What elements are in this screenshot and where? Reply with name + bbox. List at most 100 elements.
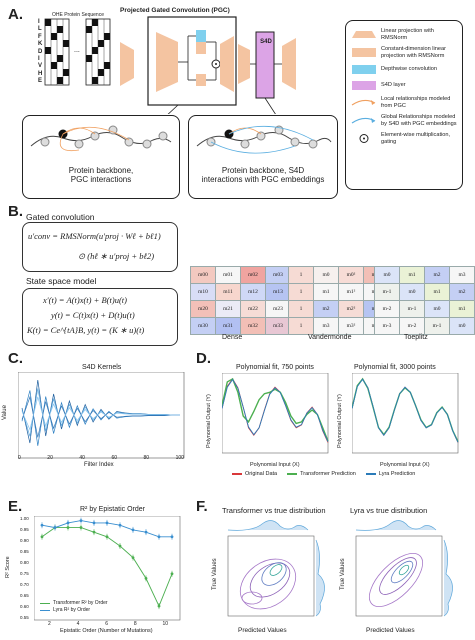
toeplitz-cell: m1 [424,283,450,301]
d-legend: Original Data Transformer Prediction Lyr… [232,471,415,477]
d-legend-transformer: Transformer Prediction [287,471,356,477]
toeplitz-cell: m-2 [399,317,425,335]
orange-arrow-icon [351,99,376,106]
f-lyra-kde [355,520,453,617]
e-ytick: 0.95 [20,527,29,532]
vander-cell: m2 [313,300,339,318]
legend-constant-projection: Constant-dimension linear projection wit… [351,46,457,59]
toeplitz-cell: m0 [449,317,475,335]
seq-2: F [38,33,42,40]
pgc-title: Projected Gated Convolution (PGC) [120,7,230,14]
seq-3: K [38,41,43,48]
e-ytick: 0.75 [20,571,29,576]
kernel-line [21,395,180,438]
vander-cell: 1 [288,317,314,335]
d-legend-original: Original Data [232,471,277,477]
pgc-diagram [120,16,296,114]
ssm-title: State space model [26,276,97,286]
dense-cell: m21 [215,300,241,318]
c-xtick: 80 [143,455,150,461]
c-xtick: 40 [79,455,85,461]
e-ytick: 0.60 [20,604,29,609]
e-ytick: 0.55 [20,615,29,620]
ohe-grid-2 [85,18,111,86]
gated-conv-box: u′conv = RMSNorm(u′proj · Wℓ + bℓ1) ⊙ (h… [22,222,178,272]
dense-cell: m01 [215,266,241,284]
ohe-grid-1 [44,18,70,86]
e-ytick: 0.80 [20,560,29,565]
legend-depthwise: Depthwise convolution [351,64,457,75]
box1-line1: Protein backbone, [68,166,134,175]
vandermonde-label: Vandermonde [308,334,352,341]
dense-cell: m13 [265,283,291,301]
e-yticks: 1.00 0.95 0.90 0.85 0.80 0.75 0.70 0.65 … [20,516,34,620]
ssm-box: x′(t) = A(t)x(t) + B(t)u(t) y(t) = C(t)x… [22,288,178,346]
seq-4: D [38,48,43,55]
rectangle-icon [352,48,376,57]
box-pgc-backbone: Protein backbone, PGC interactions [22,115,180,199]
toeplitz-cell: m-1 [399,300,425,318]
seq-7: H [38,70,43,77]
e-xlabel: Epistatic Order (Number of Mutations) [60,628,153,634]
c-title: S4D Kernels [82,364,122,371]
dense-cell: m03 [265,266,291,284]
backbone-s4d-graph [196,125,332,154]
dense-cell: m20 [190,300,216,318]
f1-right-marginal [315,539,325,617]
e-ytick: 1.00 [20,516,29,521]
gated-conv-title: Gated convolution [26,212,95,222]
f-xlabel-1: Predicted Values [238,627,287,634]
ohe-grids: ... [44,18,111,86]
legend-gating: Element-wise multiplication, gating [351,132,457,145]
toeplitz-cell: m0 [374,266,400,284]
e-xtick: 10 [162,621,168,627]
series-line [222,377,329,442]
r2-epistatic-plot [34,516,181,621]
box2-line2: interactions with PGC embeddings [201,175,325,184]
box2-line1: Protein backbone, S4D [221,166,305,175]
d-title-2: Polynomial fit, 3000 points [354,364,436,371]
gated-eq-1: u′conv = RMSNorm(u′proj · Wℓ + bℓ1) [28,231,161,241]
vander-cell: 1 [288,283,314,301]
f2-top-marginal [355,520,437,531]
f-title-1: Transformer vs true distribution [222,506,326,515]
seq-5: I [38,56,40,63]
e-ytick: 0.70 [20,582,29,587]
sequence-letters: I L F K D I V H E [38,19,46,86]
e-xtick: 4 [76,621,80,627]
d-xlabel-2: Polynomial Input (X) [380,462,430,468]
toeplitz-cell: m0 [399,283,425,301]
series-line [352,378,459,443]
depthwise-conv-icon [196,30,206,42]
dense-cell: m00 [190,266,216,284]
vander-cell: m1² [338,283,364,301]
e-legend-lyra: Lyra R² by Order [40,607,108,614]
toeplitz-matrix: m0 m1 m2 m3 m-1 m0 m1 m2 m-2 m-1 m0 m1 m… [374,266,475,335]
dense-label: Dense [222,334,243,341]
panel-label-c: C. [8,350,23,367]
vander-cell: m3 [313,317,339,335]
f-ylabel-1: True Values [212,558,218,590]
ssm-eq-3: K(t) = Ce^{tA}B, y(t) = (K ∗ u)(t) [27,325,145,335]
panel-label-a: A. [8,6,23,23]
dense-cell: m23 [265,300,291,318]
gated-eq-2: ⊙ (hℓ ∗ u′proj + bℓ2) [78,251,155,261]
vander-cell: m2² [338,300,364,318]
c-ylabel: Value [2,405,8,420]
s4d-rect-icon [352,81,376,90]
c-xtick: 60 [111,455,118,461]
d-legend-lyra: Lyra Prediction [365,471,415,477]
poly-fit-750-plot [222,373,329,454]
output-trapezoid-icon [282,38,296,90]
f-title-2: Lyra vs true distribution [350,506,428,515]
toeplitz-cell: m-2 [374,300,400,318]
e-legend: Transformer R² by Order Lyra R² by Order [40,600,108,614]
legend-a: Linear projection with RMSNorm Constant-… [345,20,463,190]
panel-label-f: F. [196,498,208,515]
seq-0: I [38,19,40,25]
d-xlabel-1: Polynomial Input (X) [250,462,300,468]
e-ytick: 0.90 [20,538,29,543]
vander-cell: 1 [288,266,314,284]
vander-cell: 1 [288,300,314,318]
c-xlabel: Filter Index [84,462,114,468]
